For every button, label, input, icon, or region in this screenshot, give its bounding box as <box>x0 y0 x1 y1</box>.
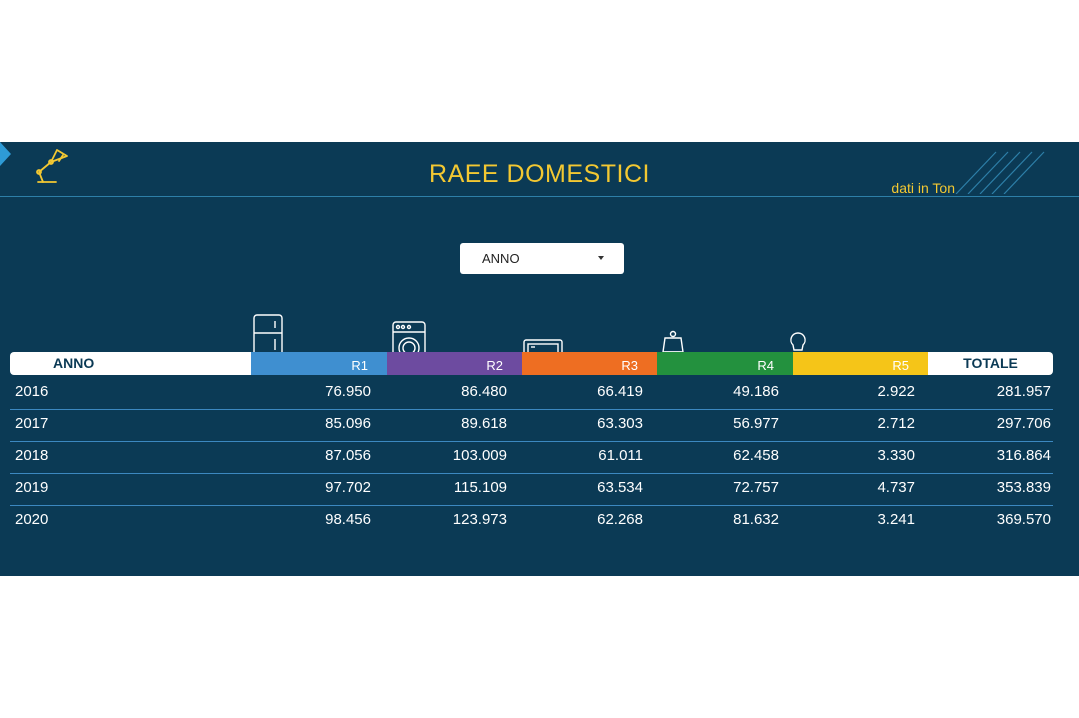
cell-r4: 62.458 <box>733 447 779 464</box>
cell-r4: 49.186 <box>733 383 779 400</box>
cell-r1: 87.056 <box>325 447 371 464</box>
cell-r3: 63.534 <box>597 479 643 496</box>
cell-r5: 3.330 <box>877 447 915 464</box>
cell-r1: 76.950 <box>325 383 371 400</box>
cell-r3: 63.303 <box>597 415 643 432</box>
cell-totale: 369.570 <box>996 511 1051 528</box>
caret-down-icon <box>598 256 604 260</box>
decorative-stripes <box>955 151 1045 194</box>
table-row: 2016 76.950 86.480 66.419 49.186 2.922 2… <box>10 378 1053 410</box>
cell-r4: 56.977 <box>733 415 779 432</box>
cell-r2: 123.973 <box>452 511 507 528</box>
cell-r4: 81.632 <box>733 511 779 528</box>
table-header: ANNO R1 R2 R3 R4 R5 TOTALE <box>10 352 1053 375</box>
column-header-r3[interactable]: R3 <box>522 352 657 375</box>
column-header-r5[interactable]: R5 <box>793 352 928 375</box>
cell-r5: 2.712 <box>877 415 915 432</box>
year-filter-dropdown[interactable]: ANNO <box>460 243 624 274</box>
column-header-anno[interactable]: ANNO <box>10 352 251 375</box>
cell-totale: 297.706 <box>996 415 1051 432</box>
cell-r2: 86.480 <box>461 383 507 400</box>
raee-panel: RAEE DOMESTICI dati in Ton ANNO <box>0 142 1079 576</box>
column-header-totale[interactable]: TOTALE <box>928 352 1053 375</box>
cell-r3: 62.268 <box>597 511 643 528</box>
cell-r1: 98.456 <box>325 511 371 528</box>
cell-r4: 72.757 <box>733 479 779 496</box>
cell-r5: 4.737 <box>877 479 915 496</box>
cell-r2: 115.109 <box>453 479 507 496</box>
cell-anno: 2016 <box>15 383 49 400</box>
cell-r2: 89.618 <box>461 415 507 432</box>
table-row: 2017 85.096 89.618 63.303 56.977 2.712 2… <box>10 410 1053 442</box>
cell-totale: 281.957 <box>996 383 1051 400</box>
corner-marker <box>0 142 11 166</box>
cell-totale: 353.839 <box>996 479 1051 496</box>
cell-anno: 2018 <box>15 447 49 464</box>
cell-r5: 3.241 <box>877 511 915 528</box>
table-row: 2020 98.456 123.973 62.268 81.632 3.241 … <box>10 506 1053 537</box>
cell-totale: 316.864 <box>996 447 1051 464</box>
cell-r1: 85.096 <box>325 415 371 432</box>
header-divider <box>0 196 1079 197</box>
cell-r3: 66.419 <box>597 383 643 400</box>
desk-lamp-icon <box>36 149 68 183</box>
dropdown-selected-value: ANNO <box>482 251 520 266</box>
table-row: 2019 97.702 115.109 63.534 72.757 4.737 … <box>10 474 1053 506</box>
cell-r1: 97.702 <box>325 479 371 496</box>
table-body: 2016 76.950 86.480 66.419 49.186 2.922 2… <box>10 378 1053 537</box>
cell-anno: 2017 <box>15 415 49 432</box>
cell-r3: 61.011 <box>598 447 643 464</box>
cell-anno: 2019 <box>15 479 49 496</box>
cell-anno: 2020 <box>15 511 49 528</box>
cell-r5: 2.922 <box>877 383 915 400</box>
cell-r2: 103.009 <box>452 447 507 464</box>
column-header-r2[interactable]: R2 <box>387 352 522 375</box>
units-label: dati in Ton <box>891 180 955 196</box>
table-row: 2018 87.056 103.009 61.011 62.458 3.330 … <box>10 442 1053 474</box>
column-header-r4[interactable]: R4 <box>657 352 793 375</box>
column-header-r1[interactable]: R1 <box>251 352 387 375</box>
page-title: RAEE DOMESTICI <box>429 160 650 188</box>
